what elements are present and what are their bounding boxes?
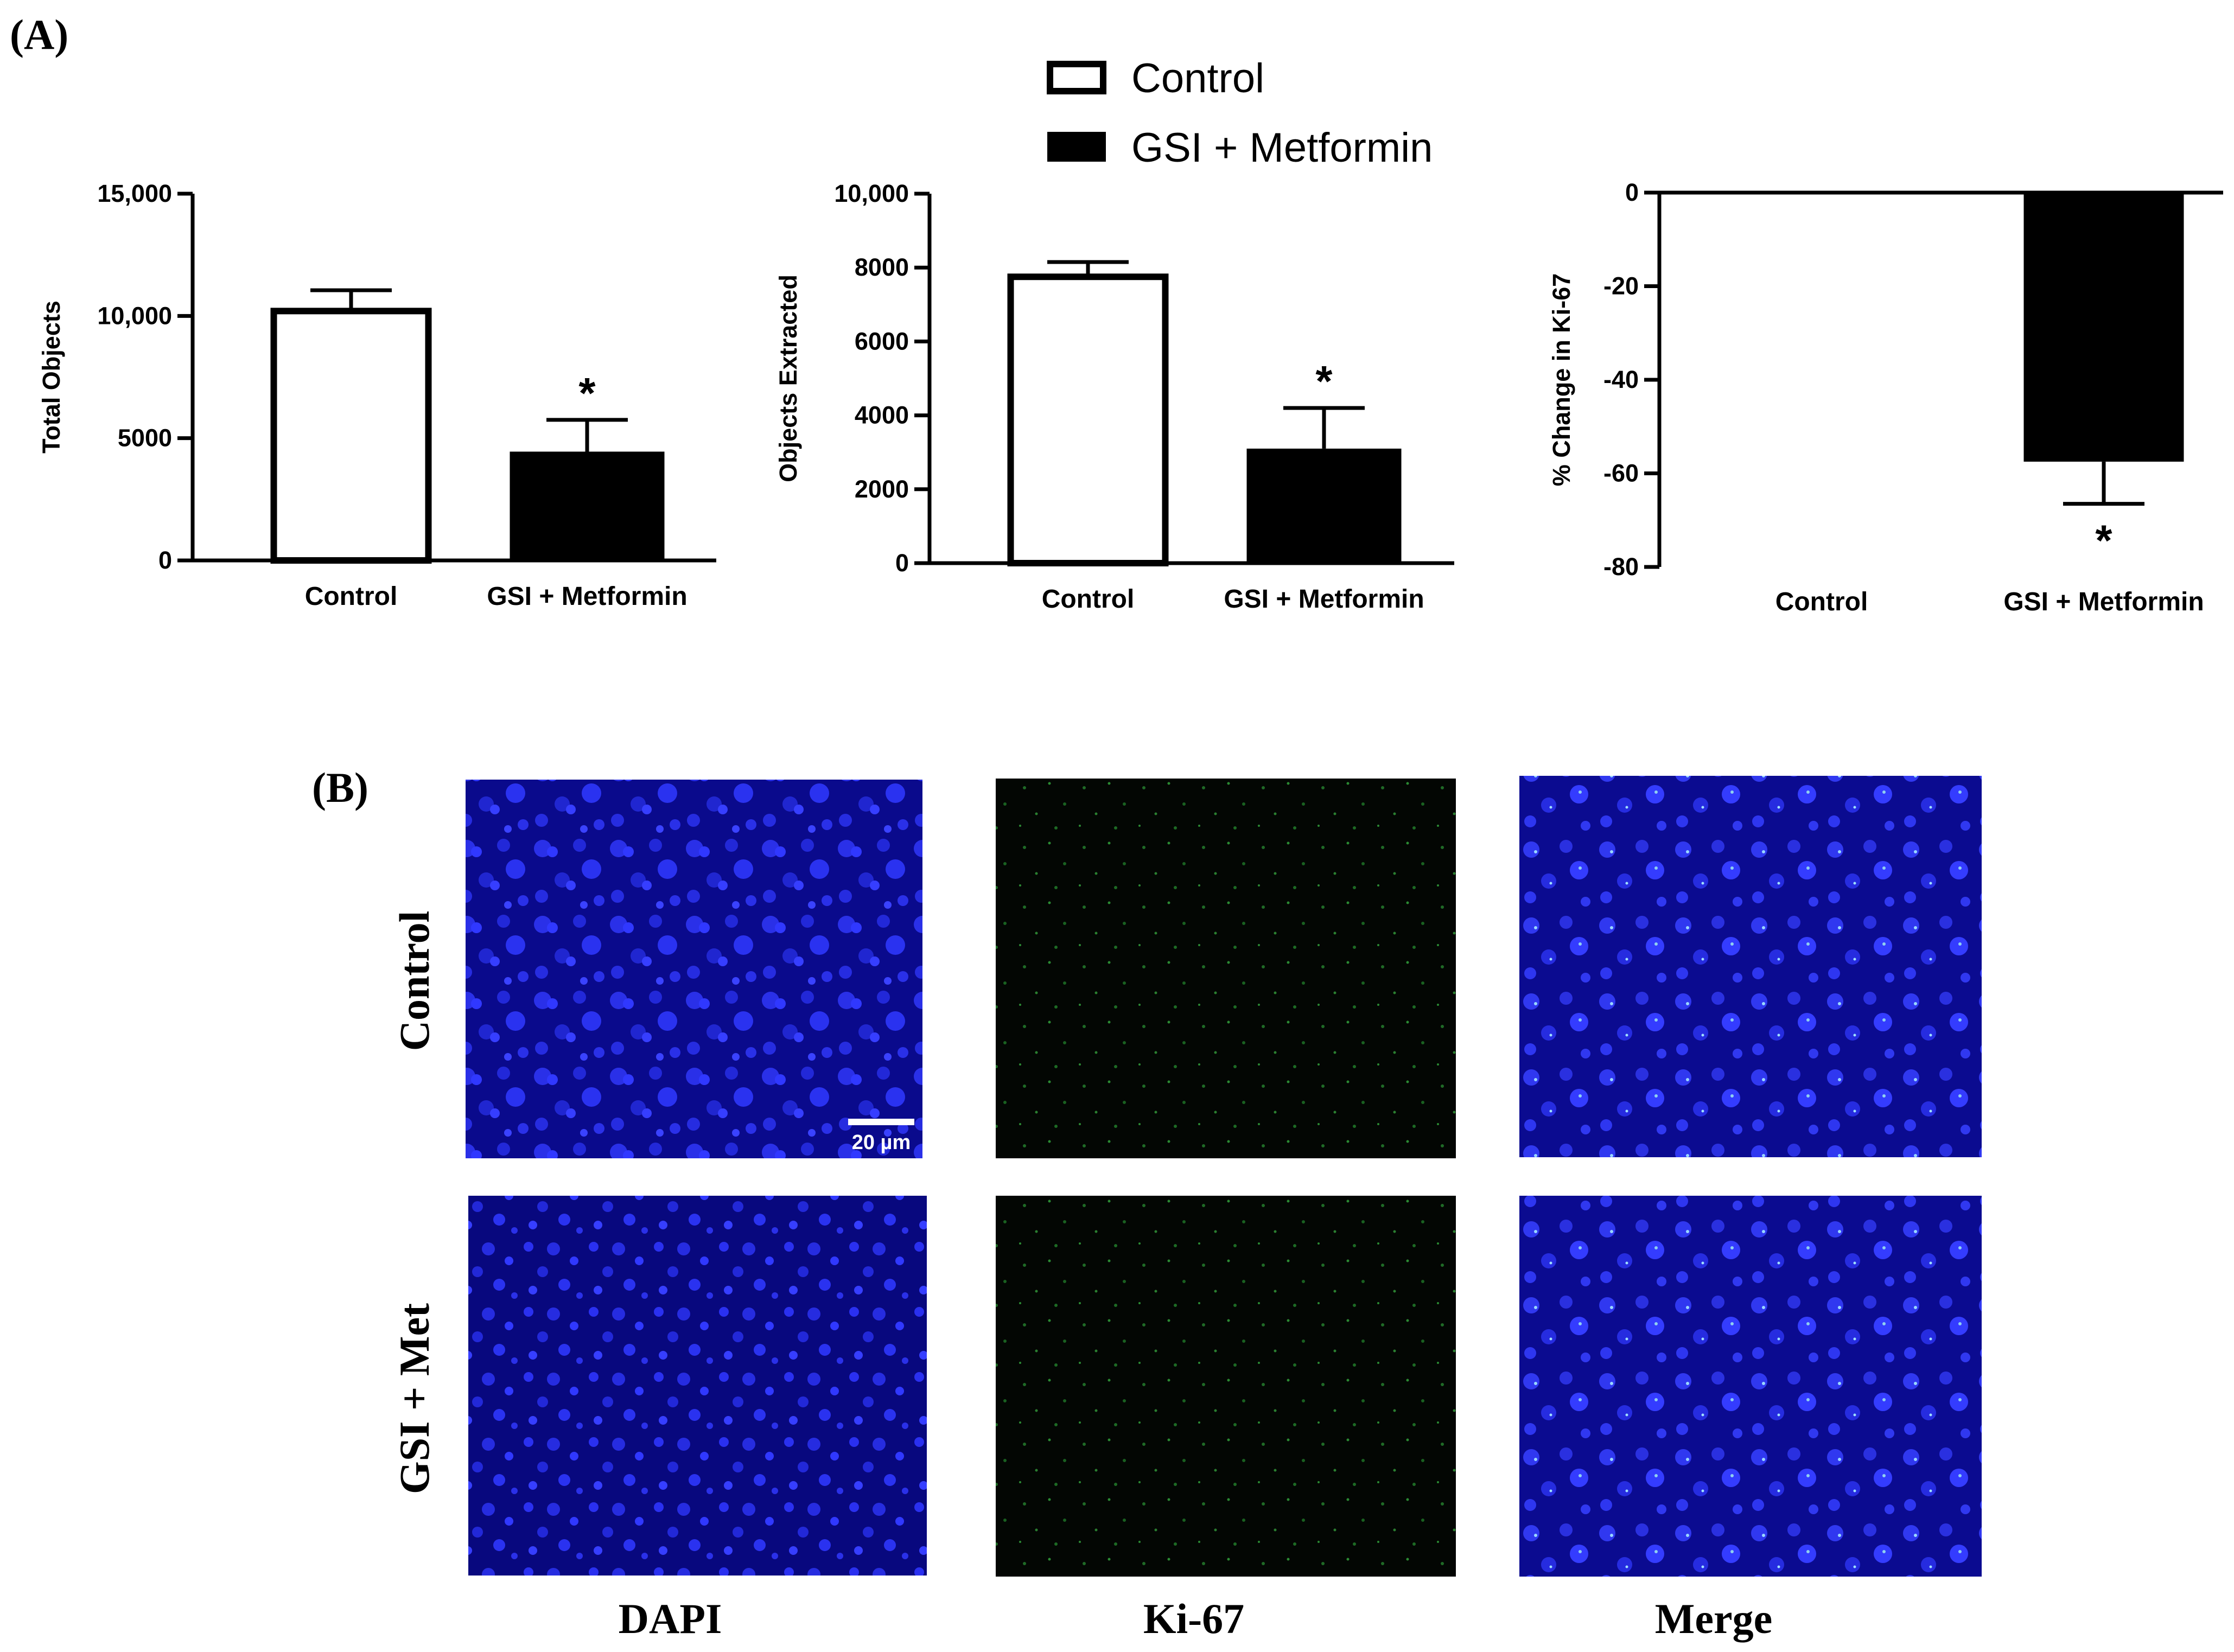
legend-swatch-control	[1047, 61, 1106, 94]
y-axis-label: Objects Extracted	[774, 275, 802, 482]
bar-control	[1007, 273, 1169, 567]
scale-bar	[848, 1119, 914, 1125]
y-tick-label: 5000	[118, 424, 172, 452]
y-tick-label: 4000	[855, 401, 909, 429]
chart-objects-extracted: 0 2000 4000 6000 8000 10,000 Objects Extracted…	[774, 180, 1454, 614]
row-label-control: Control	[391, 911, 438, 1051]
column-label-ki67: Ki-67	[1143, 1595, 1244, 1642]
legend-swatch-treatment	[1047, 132, 1106, 162]
y-tick-label: 0	[895, 549, 909, 577]
legend: Control GSI + Metformin	[1047, 55, 1433, 171]
category-label: GSI + Metformin	[487, 582, 687, 611]
category-label: Control	[305, 582, 398, 611]
significance-mark: *	[1315, 357, 1333, 405]
legend-label-control: Control	[1131, 55, 1264, 101]
y-tick-label: 15,000	[97, 180, 172, 207]
y-tick-label: 10,000	[834, 180, 909, 207]
panel-label-b: (B)	[312, 764, 368, 811]
y-tick-label: 0	[1625, 178, 1639, 206]
micrograph-control-ki67	[996, 779, 1456, 1158]
micrograph-treated-merge	[1519, 1196, 1982, 1577]
row-label-treated: GSI + Met	[391, 1303, 438, 1494]
category-label: Control	[1775, 588, 1868, 616]
scale-bar-label: 20 µm	[852, 1131, 911, 1154]
y-tick-label: -40	[1603, 366, 1639, 393]
y-tick-label: -80	[1603, 553, 1639, 581]
column-label-dapi: DAPI	[619, 1595, 722, 1642]
y-axis-label: Total Objects	[37, 301, 65, 454]
bar-treatment	[2023, 193, 2184, 462]
micrograph-treated-dapi	[468, 1196, 927, 1576]
column-label-merge: Merge	[1655, 1595, 1772, 1642]
y-tick-label: 2000	[855, 475, 909, 503]
category-label: GSI + Metformin	[1224, 585, 1424, 614]
panel-label-a: (A)	[10, 11, 68, 58]
chart-ki67-change: 0 -20 -40 -60 -80 % Change in Ki-67 Control * GS…	[1548, 178, 2223, 616]
micrograph-grid: 20 µm Control GSI + Met DAPI Ki-67 Merge	[391, 776, 1982, 1642]
y-tick-label: 6000	[855, 327, 909, 355]
micrograph-control-merge	[1519, 776, 1982, 1157]
micrograph-treated-ki67	[996, 1196, 1456, 1577]
chart-total-objects: 0 5000 10,000 15,000 Total Objects Control * GS…	[37, 180, 716, 611]
y-tick-label: 0	[158, 546, 172, 574]
y-tick-label: 10,000	[97, 302, 172, 329]
bar-control	[270, 308, 432, 564]
y-tick-label: -20	[1603, 272, 1639, 300]
y-axis-label: % Change in Ki-67	[1548, 273, 1575, 487]
micrograph-control-dapi	[466, 780, 922, 1158]
category-label: Control	[1042, 585, 1135, 614]
significance-mark: *	[578, 369, 596, 417]
y-tick-label: -60	[1603, 460, 1639, 487]
y-tick-label: 8000	[855, 253, 909, 281]
bar-treatment	[510, 451, 665, 560]
significance-mark: *	[2095, 516, 2112, 565]
legend-label-treatment: GSI + Metformin	[1131, 125, 1433, 171]
category-label: GSI + Metformin	[2003, 588, 2204, 616]
bar-treatment	[1246, 448, 1402, 563]
